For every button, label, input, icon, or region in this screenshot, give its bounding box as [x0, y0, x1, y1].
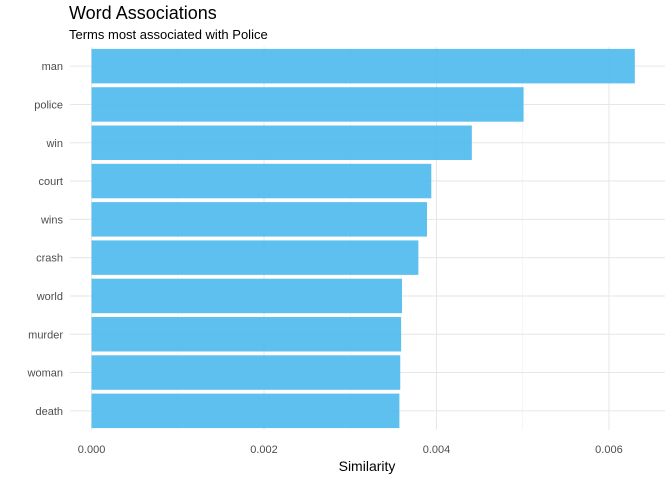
x-tick-label: 0.002 — [250, 444, 278, 456]
bar-court — [91, 163, 432, 199]
chart-subtitle: Terms most associated with Police — [69, 27, 268, 42]
bar-woman — [91, 355, 401, 390]
bars — [91, 48, 635, 429]
y-tick-label-win: win — [45, 138, 63, 150]
y-tick-label-man: man — [42, 61, 63, 73]
y-tick-label-court: court — [39, 176, 63, 188]
y-tick-labels: man police win court wins crash world murder wom… — [27, 61, 64, 418]
bar-win — [91, 125, 472, 160]
x-axis-title: Similarity — [339, 458, 396, 474]
y-tick-label-crash: crash — [36, 253, 63, 265]
y-tick-label-police: police — [34, 99, 63, 111]
y-tick-label-death: death — [35, 406, 63, 418]
y-tick-label-murder: murder — [28, 329, 63, 341]
x-tick-labels: 0.000 0.002 0.004 0.006 — [78, 444, 623, 456]
x-tick-label: 0.000 — [78, 444, 106, 456]
y-tick-label-world: world — [36, 291, 63, 303]
bar-police — [91, 87, 524, 122]
bar-murder — [91, 317, 402, 352]
chart-title: Word Associations — [69, 3, 217, 23]
bar-death — [91, 393, 400, 429]
bar-world — [91, 278, 402, 314]
x-tick-label: 0.004 — [423, 444, 451, 456]
bar-crash — [91, 240, 419, 275]
x-tick-label: 0.006 — [595, 444, 623, 456]
y-tick-label-wins: wins — [40, 214, 64, 226]
y-tick-label-woman: woman — [27, 368, 63, 380]
bar-wins — [91, 202, 427, 237]
bar-man — [91, 48, 635, 84]
